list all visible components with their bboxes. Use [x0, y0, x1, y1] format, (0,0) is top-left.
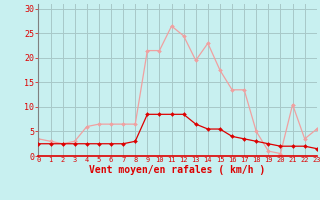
X-axis label: Vent moyen/en rafales ( km/h ): Vent moyen/en rafales ( km/h ): [90, 165, 266, 175]
